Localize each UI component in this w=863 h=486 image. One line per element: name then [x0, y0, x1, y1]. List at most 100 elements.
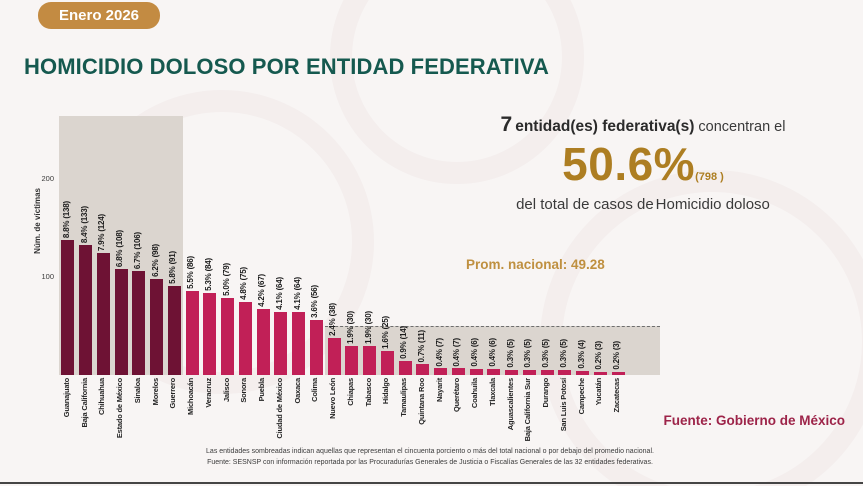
x-tick-label: Zacatecas	[612, 378, 622, 413]
bar-quintana-roo	[416, 364, 430, 375]
x-tick-label: Tabasco	[363, 378, 373, 407]
bar-value-label: 4.1% (64)	[274, 277, 284, 311]
summary-entities-label: entidad(es) federativa(s)	[515, 118, 695, 135]
bar-chihuahua	[96, 253, 110, 375]
x-tick-label: Tlaxcala	[487, 378, 497, 407]
bar-chiapas	[345, 345, 359, 375]
bar-value-label: 4.2% (67)	[257, 274, 267, 308]
bar-value-label: 4.8% (75)	[239, 266, 249, 300]
x-tick-label: Michoacán	[186, 378, 196, 415]
source-label: Fuente: Gobierno de México	[663, 413, 845, 428]
bar-ciudad-de-mexico	[274, 312, 288, 375]
bar-nayarit	[434, 368, 448, 375]
bar-value-label: 1.9% (30)	[345, 310, 355, 344]
bar-value-label: 0.2% (3)	[594, 341, 604, 371]
x-tick-label: Morelos	[150, 378, 160, 406]
bar-value-label: 8.4% (133)	[79, 205, 89, 243]
y-axis-label: Núm. de víctimas	[33, 188, 42, 254]
bar-aguascalientes	[505, 370, 519, 375]
bar-veracruz	[203, 292, 217, 375]
bar-durango	[540, 370, 554, 375]
bar-morelos	[150, 278, 164, 375]
bar-value-label: 0.3% (5)	[541, 339, 551, 369]
bar-value-label: 6.8% (108)	[115, 230, 125, 268]
x-tick-label: Sinaloa	[132, 378, 142, 404]
bar-value-label: 0.3% (5)	[505, 339, 515, 369]
bar-baja-california	[79, 244, 93, 375]
x-tick-label: Coahuila	[470, 378, 480, 409]
x-tick-label: Sonora	[239, 378, 249, 403]
bar-queretaro	[451, 368, 465, 375]
bar-coahuila	[469, 369, 483, 375]
bar-sinaloa	[132, 271, 146, 375]
x-tick-label: Oaxaca	[292, 378, 302, 404]
bar-value-label: 0.4% (6)	[470, 338, 480, 368]
y-tick-label: 100	[41, 272, 54, 281]
bar-nuevo-leon	[327, 337, 341, 375]
bar-value-label: 3.6% (56)	[310, 285, 320, 319]
bar-san-luis-potosi	[558, 370, 572, 375]
bar-value-label: 0.7% (11)	[416, 329, 426, 363]
x-tick-label: Guerrero	[168, 378, 178, 409]
x-tick-label: Nuevo León	[328, 378, 338, 419]
summary-subline-prefix: del total de casos de	[516, 196, 654, 213]
x-tick-label: Baja California Sur	[523, 378, 533, 442]
x-tick-label: Colima	[310, 378, 320, 402]
summary-percentage: 50.6%	[562, 138, 696, 190]
bar-sonora	[238, 301, 252, 375]
bar-value-label: 4.1% (64)	[292, 277, 302, 311]
bar-value-label: 0.4% (7)	[452, 337, 462, 367]
bar-colima	[309, 320, 323, 375]
bar-value-label: 7.9% (124)	[97, 214, 107, 252]
bar-estado-de-mexico	[114, 269, 128, 375]
bar-value-label: 0.4% (6)	[487, 338, 497, 368]
bar-value-label: 8.8% (138)	[61, 200, 71, 238]
bar-tabasco	[363, 345, 377, 375]
footnote-line1: Las entidades sombreadas indican aquella…	[206, 448, 654, 455]
bar-value-label: 0.9% (14)	[399, 326, 409, 360]
bar-jalisco	[221, 297, 235, 375]
bar-oaxaca	[292, 312, 306, 375]
footnote: Las entidades sombreadas indican aquella…	[140, 447, 720, 468]
x-tick-label: Quintana Roo	[416, 378, 426, 425]
bar-value-label: 2.4% (38)	[328, 302, 338, 336]
bar-yucatan	[593, 372, 607, 375]
bar-value-label: 0.3% (5)	[558, 339, 568, 369]
bar-michoacan	[185, 290, 199, 375]
bar-campeche	[576, 371, 590, 375]
bar-value-label: 0.2% (3)	[612, 341, 622, 371]
x-tick-label: Chiapas	[345, 378, 355, 406]
x-tick-label: Tamaulipas	[399, 378, 409, 417]
x-tick-label: Jalisco	[221, 378, 231, 403]
bar-value-label: 5.0% (79)	[221, 262, 231, 296]
x-tick-label: Durango	[541, 378, 551, 408]
bar-guanajuato	[61, 239, 75, 375]
bar-value-label: 5.8% (91)	[168, 250, 178, 284]
x-tick-label: Veracruz	[203, 378, 213, 408]
x-tick-label: Ciudad de México	[274, 378, 284, 439]
bar-zacatecas	[611, 372, 625, 375]
x-tick-label: Aguascalientes	[505, 378, 515, 431]
footnote-line2: Fuente: SESNSP con información reportada…	[207, 458, 653, 466]
bar-value-label: 0.4% (7)	[434, 337, 444, 367]
x-tick-label: Baja California	[79, 378, 89, 428]
x-tick-label: Estado de México	[115, 378, 125, 439]
bar-value-label: 1.9% (30)	[363, 310, 373, 344]
summary-concentrate-label: concentran el	[698, 119, 786, 135]
bar-value-label: 5.3% (84)	[203, 257, 213, 291]
bar-baja-california-sur	[522, 370, 536, 375]
x-tick-label: Puebla	[257, 378, 267, 402]
plot-area: 8.8% (138) 8.4% (133) 7.9% (124) 6.8% (108)…	[59, 116, 660, 375]
bar-guerrero	[167, 285, 181, 375]
summary-absolute-count: (798 )	[695, 171, 724, 183]
bar-value-label: 6.7% (106)	[132, 231, 142, 270]
page-title: HOMICIDIO DOLOSO POR ENTIDAD FEDERATIVA	[24, 54, 549, 79]
bar-tlaxcala	[487, 369, 501, 375]
y-tick-label: 200	[41, 174, 54, 183]
x-tick-label: Nayarit	[434, 378, 444, 403]
x-tick-label: Yucatán	[594, 378, 604, 406]
x-tick-label: Chihuahua	[97, 378, 107, 415]
summary-headline: 7 entidad(es) federativa(s) concentran el	[428, 113, 858, 137]
summary-entity-count: 7	[500, 113, 513, 136]
